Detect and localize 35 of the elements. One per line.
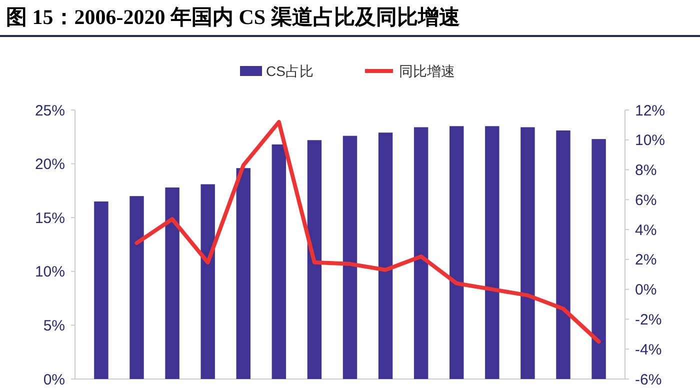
y2-tick-label: -6% [635,371,662,388]
y2-tick-label: -4% [635,341,662,358]
bar [342,136,358,379]
y2-tick-label: 4% [635,222,657,239]
y2-tick-label: -2% [635,311,662,328]
y-tick-label: 25% [34,102,65,120]
bar [556,130,570,379]
y2-tick-label: 12% [635,102,666,120]
line-series [134,120,601,344]
y-tick-label: 10% [34,264,65,281]
bar [450,126,464,379]
y-tick-label: 20% [34,156,65,174]
legend-label: CS占比 [266,63,314,80]
y2-tick-label: 8% [635,162,657,180]
bar [236,168,250,379]
bar [272,144,286,379]
bar [165,187,180,379]
bar [485,126,500,379]
bar [414,127,428,379]
bar [520,127,535,379]
bar [378,132,393,379]
bar [307,140,322,379]
y2-tick-label: 0% [635,282,657,299]
y2-tick-label: 6% [635,192,657,209]
bar [130,196,144,379]
legend-label: 同比增速 [399,63,455,80]
chart-title: 图 15：2006-2020 年国内 CS 渠道占比及同比增速 [6,5,460,29]
y-tick-label: 5% [43,317,65,334]
bar [592,139,606,379]
y-tick-label: 0% [43,371,65,388]
bar [94,201,108,379]
bar [200,184,215,379]
y2-tick-label: 10% [635,132,666,150]
y2-tick-label: 2% [635,252,657,269]
y-tick-label: 15% [34,210,65,227]
